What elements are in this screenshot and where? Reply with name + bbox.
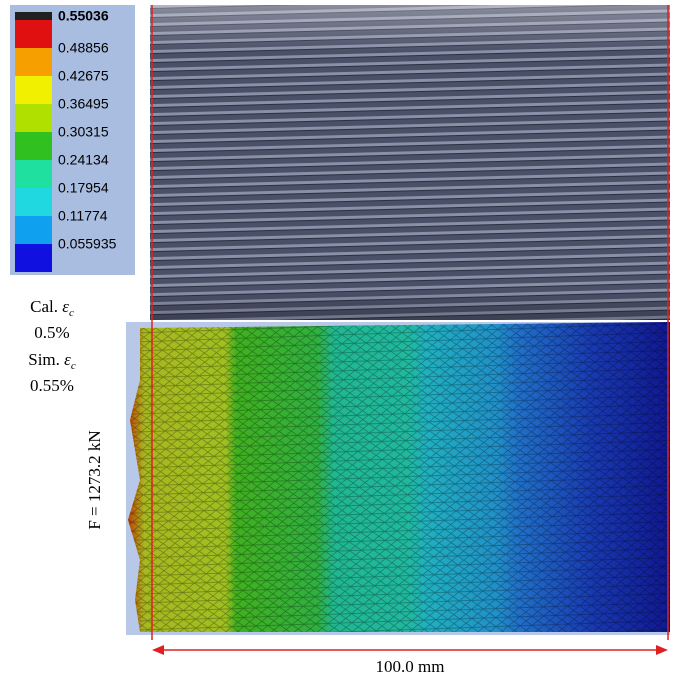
- legend-label: 0.30315: [58, 124, 109, 140]
- legend-swatch: [15, 216, 52, 244]
- legend-swatch: [15, 20, 52, 48]
- legend-label: 0.48856: [58, 40, 109, 56]
- legend-label: 0.17954: [58, 180, 109, 196]
- sim-value: 0.55%: [30, 376, 74, 395]
- legend-swatch: [15, 188, 52, 216]
- figure: 0.55036 0.48856 0.42675 0.36495 0.30315 0.241…: [0, 0, 675, 684]
- calc-label: Cal. εc: [30, 297, 74, 319]
- legend-label: 0.24134: [58, 152, 109, 168]
- legend-label: 0.42675: [58, 68, 109, 84]
- legend-swatch: [15, 132, 52, 160]
- legend-top-band: [15, 12, 52, 20]
- legend-swatch: [15, 244, 52, 272]
- legend-label: 0.55036: [58, 8, 109, 24]
- sim-label: Sim. εc: [28, 350, 76, 372]
- legend-label: 0.11774: [58, 208, 108, 224]
- legend-swatch: [15, 160, 52, 188]
- legend-swatch: [15, 48, 52, 76]
- legend-label: 0.055935: [58, 236, 117, 252]
- legend-swatch: [15, 104, 52, 132]
- mesh: [128, 322, 670, 632]
- top-shading: [150, 5, 670, 320]
- calc-value: 0.5%: [34, 323, 69, 342]
- legend-label: 0.36495: [58, 96, 109, 112]
- legend-swatch: [15, 76, 52, 104]
- force-label: F = 1273.2 kN: [85, 430, 104, 529]
- dimension-label: 100.0 mm: [376, 657, 445, 676]
